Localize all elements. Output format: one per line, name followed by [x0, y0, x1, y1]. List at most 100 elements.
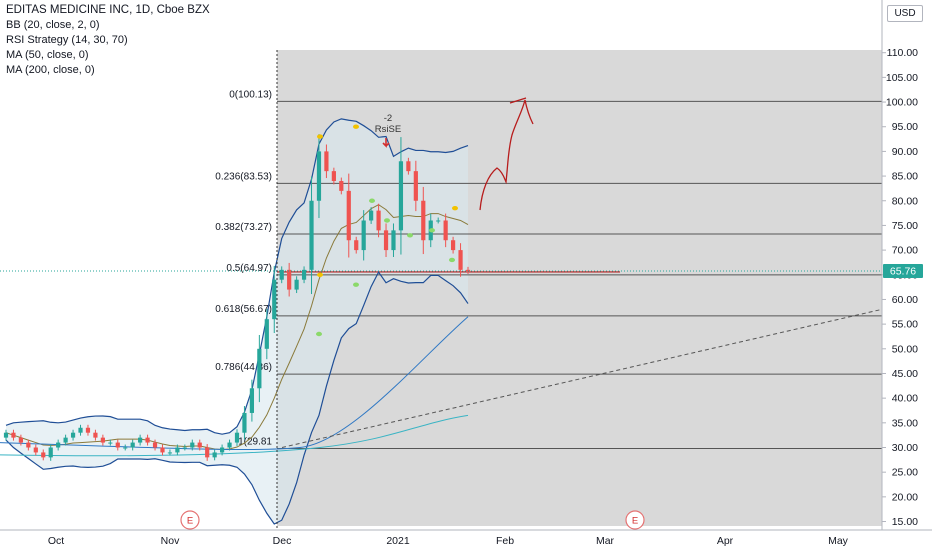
candle-body [249, 388, 255, 413]
candle-body [167, 452, 173, 454]
study-rsi-strategy[interactable]: RSI Strategy (14, 30, 70) [6, 34, 128, 46]
bollinger-band-fill [6, 118, 468, 524]
price-tick-label: 35.00 [892, 417, 918, 429]
candle-body [458, 250, 463, 270]
candle-body [346, 190, 351, 241]
candle-body [398, 161, 404, 231]
candle-body [212, 452, 217, 458]
time-tick-label: Oct [48, 535, 64, 547]
bb-upper-band [5, 118, 469, 435]
candle-body [33, 447, 38, 453]
candle-body [294, 279, 299, 290]
candle-body [331, 171, 336, 182]
signal-text: RsiSE [375, 124, 401, 135]
bb-area [6, 118, 468, 524]
candle-body [383, 230, 389, 251]
signal-count: -2 [384, 113, 392, 124]
signal-markers [316, 124, 458, 337]
candle-body [197, 442, 202, 448]
earnings-label: E [632, 516, 638, 527]
drawn-arrowhead [509, 97, 527, 104]
bb-lower-band [5, 270, 469, 525]
candle-body [115, 442, 120, 448]
fib-label-5: 0.786(44.86) [215, 362, 272, 373]
symbol-title[interactable]: EDITAS MEDICINE INC, 1D, Cboe BZX [6, 4, 210, 16]
candle-body [264, 319, 269, 349]
candle-body [18, 437, 24, 443]
candlesticks [3, 134, 471, 461]
currency-badge[interactable]: USD [887, 5, 923, 22]
trend-line [281, 308, 883, 448]
candle-body [316, 151, 322, 201]
study-ma-50[interactable]: MA (50, close, 0) [6, 49, 89, 61]
price-tick-label: 40.00 [892, 393, 918, 405]
candle-body [160, 447, 165, 453]
earnings-label: E [187, 516, 193, 527]
last-price-badge: 65.76 [0, 264, 923, 279]
sell-signal-dot [452, 205, 458, 211]
candle-body [130, 442, 135, 448]
candle-body [100, 437, 105, 443]
candle-body [354, 240, 359, 251]
last-price-label: 65.76 [890, 266, 916, 278]
time-tick-label: Dec [273, 535, 292, 547]
candle-body [450, 240, 456, 251]
price-tick-label: 100.00 [886, 97, 918, 109]
candle-body [182, 447, 187, 449]
buy-signal-dot [316, 331, 322, 337]
candle-body [175, 447, 180, 453]
sell-signal-dot [317, 134, 323, 139]
fib-label-3: 0.5(64.97) [226, 263, 272, 274]
fib-label-2: 0.382(73.27) [215, 222, 272, 233]
candle-body [465, 269, 471, 272]
candle-body [287, 269, 292, 290]
chart-legend: EDITAS MEDICINE INC, 1D, Cboe BZX BB (20… [6, 3, 210, 78]
price-tick-label: 110.00 [887, 47, 918, 59]
fibonacci-retracement[interactable]: 0(100.13) 0.236(83.53) 0.382(73.27) 0.5(64.… [215, 89, 882, 449]
price-tick-label: 60.00 [892, 294, 918, 306]
price-tick-label: 85.00 [892, 171, 918, 183]
price-tick-label: 55.00 [892, 319, 918, 331]
time-tick-label: Apr [717, 535, 734, 547]
candle-body [78, 427, 83, 433]
candle-body [93, 432, 98, 438]
drawn-path [479, 99, 534, 211]
candle-body [138, 437, 143, 443]
candle-body [145, 437, 150, 443]
candle-body [324, 151, 329, 172]
time-tick-label: Feb [496, 535, 514, 547]
bb-basis [5, 204, 469, 450]
price-tick-label: 15.00 [892, 516, 918, 528]
candle-body [234, 432, 240, 443]
earnings-icon [180, 510, 200, 530]
candle-body [11, 432, 16, 438]
study-bb[interactable]: BB (20, close, 2, 0) [6, 19, 100, 31]
candle-body [279, 269, 284, 280]
time-axis[interactable]: Oct Nov Dec 2021 Feb Mar Apr May [48, 50, 849, 547]
buy-signal-dot [407, 233, 413, 238]
ma-200-line [0, 414, 469, 457]
candle-body [56, 442, 61, 448]
candle-body [413, 171, 418, 201]
candle-body [443, 220, 448, 241]
freehand-drawing[interactable] [479, 97, 534, 211]
candle-body [391, 230, 396, 251]
price-axis[interactable]: 15.00 20.00 25.00 30.00 35.00 40.00 45.00 50.00… [882, 47, 918, 528]
fib-label-0: 0(100.13) [229, 89, 272, 100]
candle-body [406, 161, 411, 172]
candle-body [205, 447, 210, 458]
buy-signal-dot [449, 257, 455, 263]
price-tick-label: 45.00 [892, 368, 918, 380]
buy-signal-dot [369, 198, 375, 203]
earnings-icon [625, 510, 645, 530]
buy-signal-dot [353, 282, 359, 287]
candle-body [242, 412, 247, 433]
time-tick-label: May [828, 535, 849, 547]
candle-body [361, 220, 366, 251]
sell-signal-dot [353, 124, 359, 129]
candle-body [219, 447, 225, 453]
study-ma-200[interactable]: MA (200, close, 0) [6, 64, 95, 76]
